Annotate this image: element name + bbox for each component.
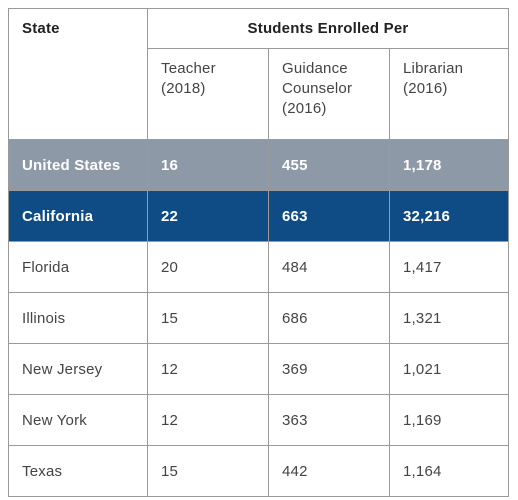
table-row: Texas 15 442 1,164: [8, 445, 509, 497]
table-row: New Jersey 12 369 1,021: [8, 343, 509, 395]
counselor-cell: 363: [268, 394, 390, 446]
enrollment-table-container: State Students Enrolled Per Teacher (201…: [8, 8, 509, 497]
librarian-cell: 1,021: [389, 343, 509, 395]
subheader-row: Teacher (2018) Guidance Counselor (2016)…: [9, 48, 509, 140]
counselor-cell: 442: [268, 445, 390, 497]
state-cell: New Jersey: [8, 343, 148, 395]
teacher-cell: 15: [147, 292, 269, 344]
table-row: New York 12 363 1,169: [8, 394, 509, 446]
state-cell: Texas: [8, 445, 148, 497]
students-enrolled-per-header: Students Enrolled Per: [147, 8, 509, 49]
state-cell: United States: [8, 139, 148, 191]
librarian-cell: 1,417: [389, 241, 509, 293]
librarian-cell: 1,169: [389, 394, 509, 446]
teacher-cell: 12: [147, 394, 269, 446]
enrollment-table: State Students Enrolled Per Teacher (201…: [8, 8, 509, 497]
counselor-cell: 686: [268, 292, 390, 344]
teacher-cell: 16: [147, 139, 269, 191]
librarian-cell: 32,216: [389, 190, 509, 242]
counselor-cell: 455: [268, 139, 390, 191]
state-cell: New York: [8, 394, 148, 446]
teacher-cell: 15: [147, 445, 269, 497]
teacher-cell: 20: [147, 241, 269, 293]
counselor-cell: 369: [268, 343, 390, 395]
table-row: Illinois 15 686 1,321: [8, 292, 509, 344]
table-row-united-states: United States 16 455 1,178: [8, 139, 509, 191]
header-row: State Students Enrolled Per: [8, 8, 509, 140]
teacher-column-header: Teacher (2018): [147, 48, 269, 140]
table-row: Florida 20 484 1,417: [8, 241, 509, 293]
librarian-cell: 1,178: [389, 139, 509, 191]
librarian-cell: 1,321: [389, 292, 509, 344]
state-cell: California: [8, 190, 148, 242]
guidance-counselor-column-header: Guidance Counselor (2016): [268, 48, 390, 140]
librarian-column-header: Librarian (2016): [389, 48, 509, 140]
state-column-header: State: [8, 8, 148, 140]
teacher-cell: 12: [147, 343, 269, 395]
teacher-cell: 22: [147, 190, 269, 242]
counselor-cell: 484: [268, 241, 390, 293]
state-cell: Illinois: [8, 292, 148, 344]
librarian-cell: 1,164: [389, 445, 509, 497]
counselor-cell: 663: [268, 190, 390, 242]
table-row-california: California 22 663 32,216: [8, 190, 509, 242]
state-cell: Florida: [8, 241, 148, 293]
